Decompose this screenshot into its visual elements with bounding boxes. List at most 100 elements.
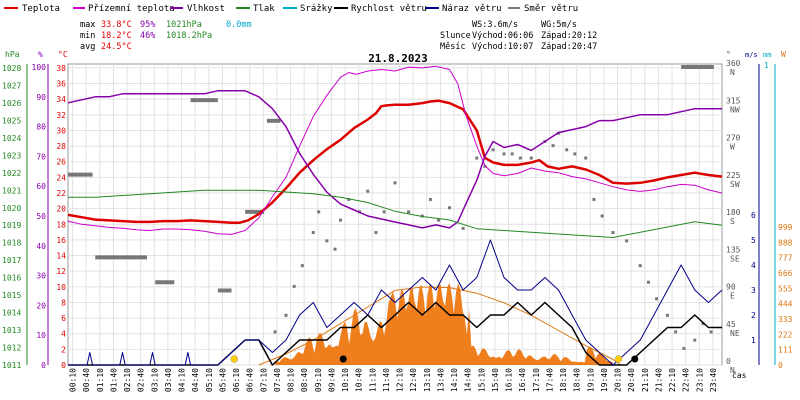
- temp-tick-label: 2: [61, 345, 66, 354]
- x-tick-label: 06:40: [246, 368, 255, 392]
- solar-tick-label: 222: [778, 330, 793, 339]
- x-tick-label: 18:40: [573, 368, 582, 392]
- hpa-tick-label: 1014: [2, 309, 21, 318]
- x-tick-label: 11:40: [382, 368, 391, 392]
- axes: 00:10 00:40 01:10 01:40 02:10 02:40 03:10 03:40…: [2, 59, 793, 392]
- x-tick-label: 03:40: [164, 368, 173, 392]
- stats-moon-label: Měsíc: [440, 42, 466, 52]
- x-tick-label: 17:10: [532, 368, 541, 392]
- temp-tick-label: 24: [56, 173, 66, 182]
- x-tick-label: 12:10: [396, 368, 405, 392]
- hpa-tick-label: 1019: [2, 221, 21, 230]
- wind-dir-point: [709, 330, 713, 334]
- legend: Teplota Přízemní teplota Vlhkost Tlak Sr…: [4, 4, 578, 14]
- axis-unit-temp: °C: [58, 50, 68, 59]
- legend-label-rychlost: Rychlost větru: [351, 4, 427, 14]
- stats-max-rain: 0.0mm: [226, 20, 252, 30]
- x-tick-label: 05:10: [205, 368, 214, 392]
- series-line-solar: [258, 286, 622, 366]
- x-tick-label: 07:10: [259, 368, 268, 392]
- temp-tick-label: 20: [56, 205, 66, 214]
- dir-tick-label: 0: [726, 357, 731, 366]
- legend-item-tlak: Tlak: [236, 4, 275, 14]
- temp-tick-label: 30: [56, 126, 66, 135]
- x-tick-label: 02:40: [137, 368, 146, 392]
- dir-compass-label: NW: [730, 105, 740, 114]
- wind-dir-point: [551, 144, 555, 148]
- sun-marker: [614, 355, 623, 363]
- solar-tick-label: 777: [778, 254, 793, 263]
- wind-tick-label: 4: [751, 261, 756, 270]
- wind-dir-point: [292, 284, 296, 288]
- wind-dir-point: [655, 297, 659, 301]
- hpa-tick-label: 1017: [2, 256, 21, 265]
- wind-dir-point: [502, 152, 506, 156]
- wind-dir-point: [584, 156, 588, 160]
- wind-dir-point: [366, 189, 370, 193]
- hpa-tick-label: 1022: [2, 169, 21, 178]
- hum-tick-label: 20: [36, 301, 46, 310]
- hum-tick-label: 50: [36, 212, 46, 221]
- wind-dir-point: [382, 210, 386, 214]
- hum-tick-label: 100: [32, 63, 47, 72]
- sun-marker: [230, 355, 238, 363]
- legend-label-teplota: Teplota: [22, 4, 60, 14]
- wind-tick-label: 6: [751, 211, 756, 220]
- x-tick-label: 06:10: [232, 368, 241, 392]
- x-tick-label: 02:10: [123, 368, 132, 392]
- stats-avg-temp: 24.5°C: [101, 42, 132, 52]
- stats-moon-set: Západ:20:47: [541, 42, 597, 52]
- x-tick-label: 15:40: [491, 368, 500, 392]
- stats-wg: WG:5m/s: [541, 20, 577, 30]
- hum-tick-label: 60: [36, 182, 46, 191]
- wind-dir-point: [510, 152, 514, 156]
- wind-dir-point: [311, 231, 315, 235]
- x-tick-label: 16:10: [505, 368, 514, 392]
- hpa-tick-label: 1028: [2, 64, 21, 73]
- hpa-tick-label: 1025: [2, 116, 21, 125]
- hpa-tick-label: 1012: [2, 344, 21, 353]
- wind-dir-point: [483, 164, 487, 168]
- x-tick-label: 09:40: [327, 368, 336, 392]
- solar-radiation-area: [275, 282, 613, 365]
- dir-tick-label: 270: [726, 134, 741, 143]
- legend-item-rychlost: Rychlost větru: [334, 4, 427, 14]
- solar-tick-label: 888: [778, 238, 793, 247]
- wind-dir-point: [518, 156, 522, 160]
- legend-item-naraz: Náraz větru: [425, 4, 502, 14]
- wind-dir-point: [666, 313, 669, 317]
- temp-tick-label: 38: [56, 64, 66, 73]
- stats-moon-rise: Východ:10:07: [472, 42, 533, 52]
- temp-tick-label: 8: [61, 298, 66, 307]
- dir-compass-label: S: [730, 217, 735, 226]
- dir-compass-label: W: [730, 143, 735, 152]
- x-tick-label: 07:40: [273, 368, 282, 392]
- x-tick-label: 17:40: [545, 368, 554, 392]
- stats-min-hum: 46%: [140, 31, 155, 41]
- x-tick-label: 22:10: [668, 368, 677, 392]
- dir-tick-label: 360: [726, 59, 741, 68]
- temp-tick-label: 14: [56, 252, 66, 261]
- dir-tick-label: 225: [726, 171, 741, 180]
- x-tick-label: 21:10: [641, 368, 650, 392]
- temp-tick-label: 10: [56, 283, 66, 292]
- dir-compass-label: SW: [730, 180, 740, 189]
- wind-dir-point: [428, 197, 432, 201]
- temp-tick-label: 22: [56, 189, 66, 198]
- series-line-rychlost-v-tru: [68, 301, 722, 366]
- rain-tick-label: 1: [764, 61, 769, 70]
- stats-min-label: min: [80, 31, 95, 41]
- moon-marker: [631, 355, 639, 363]
- temp-tick-label: 28: [56, 142, 66, 151]
- plot-area: [67, 65, 723, 366]
- hpa-tick-label: 1023: [2, 151, 21, 160]
- x-tick-label: 09:10: [314, 368, 323, 392]
- legend-label-srazky: Srážky: [300, 4, 333, 14]
- series-line-tlak: [68, 189, 723, 238]
- dir-compass-label: SE: [730, 254, 740, 263]
- wind-dir-point: [317, 210, 321, 214]
- temp-tick-label: 4: [61, 330, 66, 339]
- x-tick-label: 10:40: [355, 368, 364, 392]
- stats-max-press: 1021hPa: [166, 20, 202, 30]
